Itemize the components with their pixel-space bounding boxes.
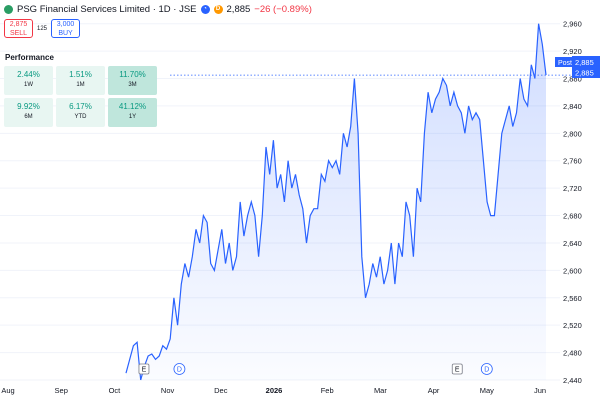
last-price: 2,885	[226, 3, 251, 15]
spread-value: 125	[37, 25, 48, 32]
dividend-marker-icon[interactable]	[480, 363, 493, 375]
x-tick-label: Apr	[428, 386, 440, 395]
y-tick-label: 2,960	[563, 20, 582, 29]
y-tick-label: 2,840	[563, 102, 582, 111]
earnings-marker-icon[interactable]	[451, 363, 463, 375]
post-tag-label: Post	[558, 60, 572, 67]
y-tick-label: 2,760	[563, 157, 582, 166]
x-tick-label: Oct	[109, 386, 122, 395]
last-price-label: 2,885	[575, 69, 594, 78]
y-tick-label: 2,520	[563, 321, 582, 330]
sell-price: 2,875	[9, 21, 28, 28]
delayed-data-icon[interactable]: D	[213, 4, 223, 14]
trade-buttons: 2,875 SELL 125 3,000 BUY	[4, 19, 81, 38]
dividend-marker-icon[interactable]	[173, 363, 186, 375]
x-tick-label: 2026	[266, 386, 283, 395]
company-logo-icon	[4, 4, 13, 14]
performance-cell-ytd[interactable]: 6.17% YTD	[56, 98, 105, 127]
marker-label: E	[142, 367, 147, 374]
performance-cell-1y[interactable]: 41.12% 1Y	[108, 98, 157, 127]
performance-title: Performance	[5, 53, 54, 62]
x-tick-label: Nov	[161, 386, 175, 395]
performance-cell-3m[interactable]: 11.70% 3M	[108, 66, 157, 95]
y-tick-label: 2,680	[563, 212, 582, 221]
x-tick-label: Feb	[321, 386, 334, 395]
x-tick-label: Aug	[1, 386, 14, 395]
post-price-bg	[572, 56, 600, 67]
x-tick-label: Jun	[534, 386, 546, 395]
marker-label: D	[177, 367, 182, 374]
y-tick-label: 2,600	[563, 266, 582, 275]
performance-cell-1m[interactable]: 1.51% 1M	[56, 66, 105, 95]
performance-grid: 2.44% 1W 1.51% 1M 11.70% 3M 9.92% 6M 6.17% YT…	[4, 66, 157, 127]
price-line	[125, 23, 547, 381]
y-tick-label: 2,440	[563, 376, 582, 385]
y-tick-label: 2,480	[563, 349, 582, 358]
market-hours-icon[interactable]: ◔	[200, 4, 210, 14]
y-tick-label: 2,920	[563, 47, 582, 56]
price-change: −26 (−0.89%)	[254, 3, 312, 15]
symbol-header: PSG Financial Services Limited · 1D · JS…	[4, 2, 312, 16]
earnings-marker-icon[interactable]	[138, 363, 150, 375]
post-tag-bg	[555, 57, 572, 67]
marker-label: D	[484, 367, 489, 374]
sell-label: SELL	[9, 29, 28, 37]
post-price-label: 2,885	[575, 58, 594, 67]
buy-price: 3,000	[56, 21, 75, 28]
y-tick-label: 2,560	[563, 294, 582, 303]
price-axis[interactable]: 2,440 2,480 2,520 2,560 2,600 2,640 2,680 2,720…	[563, 20, 582, 385]
x-tick-label: Sep	[55, 386, 68, 395]
sell-button[interactable]: 2,875 SELL	[4, 19, 33, 38]
time-axis[interactable]: Aug Sep Oct Nov Dec 2026 Feb Mar Apr May Jun	[1, 386, 546, 395]
performance-cell-1w[interactable]: 2.44% 1W	[4, 66, 53, 95]
x-tick-label: Mar	[374, 386, 387, 395]
y-tick-label: 2,800	[563, 129, 582, 138]
y-tick-label: 2,640	[563, 239, 582, 248]
y-tick-label: 2,720	[563, 184, 582, 193]
y-tick-label: 2,880	[563, 75, 582, 84]
price-area-fill	[126, 23, 546, 380]
price-tags: Post 2,885 2,885	[555, 56, 600, 78]
x-tick-label: May	[480, 386, 494, 395]
performance-cell-6m[interactable]: 9.92% 6M	[4, 98, 53, 127]
last-price-bg	[572, 67, 600, 78]
buy-label: BUY	[58, 29, 73, 37]
buy-button[interactable]: 3,000 BUY	[51, 19, 81, 38]
marker-label: E	[455, 367, 460, 374]
symbol-title[interactable]: PSG Financial Services Limited · 1D · JS…	[17, 3, 197, 15]
x-tick-label: Dec	[214, 386, 228, 395]
